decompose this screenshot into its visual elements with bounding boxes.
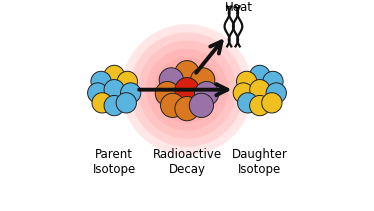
Circle shape [233,83,254,103]
Circle shape [263,71,283,92]
Circle shape [236,71,257,92]
Circle shape [104,80,124,100]
Circle shape [116,93,137,113]
Text: Heat: Heat [225,1,253,14]
Circle shape [122,24,252,155]
Circle shape [104,95,124,116]
Circle shape [250,95,270,116]
Circle shape [117,71,138,92]
Circle shape [266,83,286,103]
Circle shape [154,57,220,122]
Circle shape [262,93,282,113]
Circle shape [179,81,195,98]
Circle shape [160,93,185,118]
Text: Daughter
Isotope: Daughter Isotope [232,148,288,176]
Circle shape [138,41,236,139]
Circle shape [88,83,108,103]
Circle shape [194,81,219,106]
Circle shape [175,61,199,85]
Text: Parent
Isotope: Parent Isotope [93,148,136,176]
Circle shape [91,71,111,92]
Circle shape [155,81,180,106]
Circle shape [104,65,124,86]
Circle shape [130,32,244,147]
Circle shape [191,68,215,92]
Circle shape [92,93,112,113]
Circle shape [175,97,199,121]
Circle shape [162,65,212,114]
Text: Radioactive
Decay: Radioactive Decay [153,148,221,176]
Circle shape [250,80,270,100]
Circle shape [159,68,183,92]
Circle shape [250,65,270,86]
Circle shape [237,93,258,113]
Circle shape [175,78,199,102]
Circle shape [189,93,214,118]
Circle shape [146,49,228,131]
Circle shape [171,73,203,106]
Circle shape [120,83,141,103]
